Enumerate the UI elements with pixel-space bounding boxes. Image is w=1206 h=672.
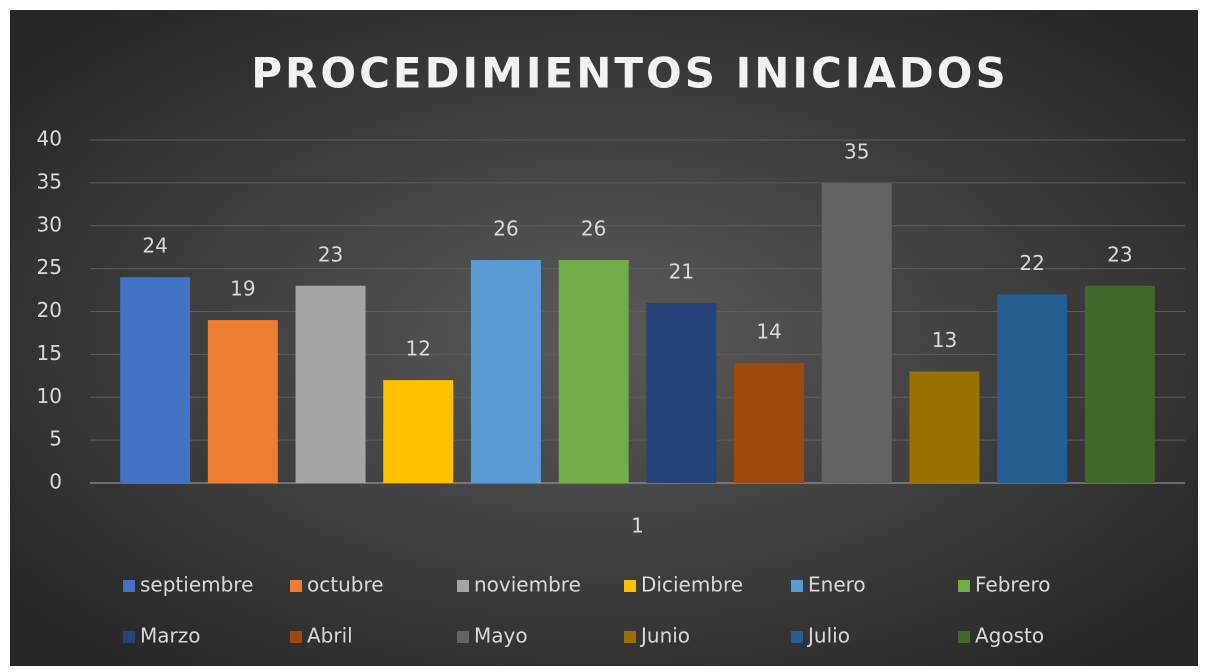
legend-swatch: [123, 631, 135, 643]
legend-label: noviembre: [474, 573, 581, 597]
y-tick-label: 35: [37, 169, 62, 193]
bar: [120, 277, 191, 483]
bar: [997, 294, 1068, 483]
y-tick-label: 25: [37, 255, 62, 279]
value-label: 22: [1019, 251, 1044, 275]
chart-title: PROCEDIMIENTOS INICIADOS: [251, 49, 1009, 98]
y-tick-label: 0: [49, 470, 62, 494]
legend-label: Marzo: [140, 624, 200, 648]
legend-swatch: [624, 631, 636, 643]
legend-label: octubre: [307, 573, 384, 597]
legend-label: Agosto: [975, 624, 1044, 648]
legend-swatch: [791, 631, 803, 643]
value-label: 24: [142, 234, 167, 258]
bar: [821, 182, 892, 483]
value-label: 26: [581, 217, 606, 241]
value-label: 13: [932, 328, 957, 352]
legend-swatch: [290, 631, 302, 643]
legend-label: Mayo: [474, 624, 528, 648]
legend-label: Diciembre: [641, 573, 743, 597]
bar: [295, 285, 366, 483]
legend-label: Febrero: [975, 573, 1051, 597]
value-label: 12: [406, 337, 431, 361]
legend-swatch: [791, 580, 803, 592]
bar: [909, 371, 980, 483]
legend-swatch: [958, 580, 970, 592]
y-tick-label: 5: [49, 427, 62, 451]
value-label: 23: [1107, 242, 1132, 266]
legend-swatch: [457, 580, 469, 592]
value-label: 19: [230, 277, 255, 301]
bar: [646, 302, 717, 483]
bar: [470, 260, 541, 483]
bar: [383, 380, 454, 483]
bar: [558, 260, 629, 483]
legend-label: septiembre: [140, 573, 253, 597]
legend-label: Enero: [808, 573, 866, 597]
x-tick-label: 1: [631, 514, 644, 538]
value-label: 14: [756, 319, 781, 343]
legend-label: Junio: [639, 624, 690, 648]
legend-swatch: [290, 580, 302, 592]
bar: [734, 362, 805, 483]
legend-label: Abril: [307, 624, 353, 648]
legend-swatch: [123, 580, 135, 592]
y-tick-label: 40: [37, 127, 62, 151]
legend-swatch: [624, 580, 636, 592]
bar: [207, 320, 278, 483]
y-tick-label: 10: [37, 384, 62, 408]
value-label: 35: [844, 139, 869, 163]
legend-label: Julio: [806, 624, 850, 648]
value-label: 26: [493, 217, 518, 241]
y-tick-label: 15: [37, 341, 62, 365]
y-tick-label: 20: [37, 298, 62, 322]
value-label: 21: [669, 259, 694, 283]
value-label: 23: [318, 242, 343, 266]
legend-swatch: [958, 631, 970, 643]
y-tick-label: 30: [37, 212, 62, 236]
bar: [1084, 285, 1155, 483]
legend-swatch: [457, 631, 469, 643]
